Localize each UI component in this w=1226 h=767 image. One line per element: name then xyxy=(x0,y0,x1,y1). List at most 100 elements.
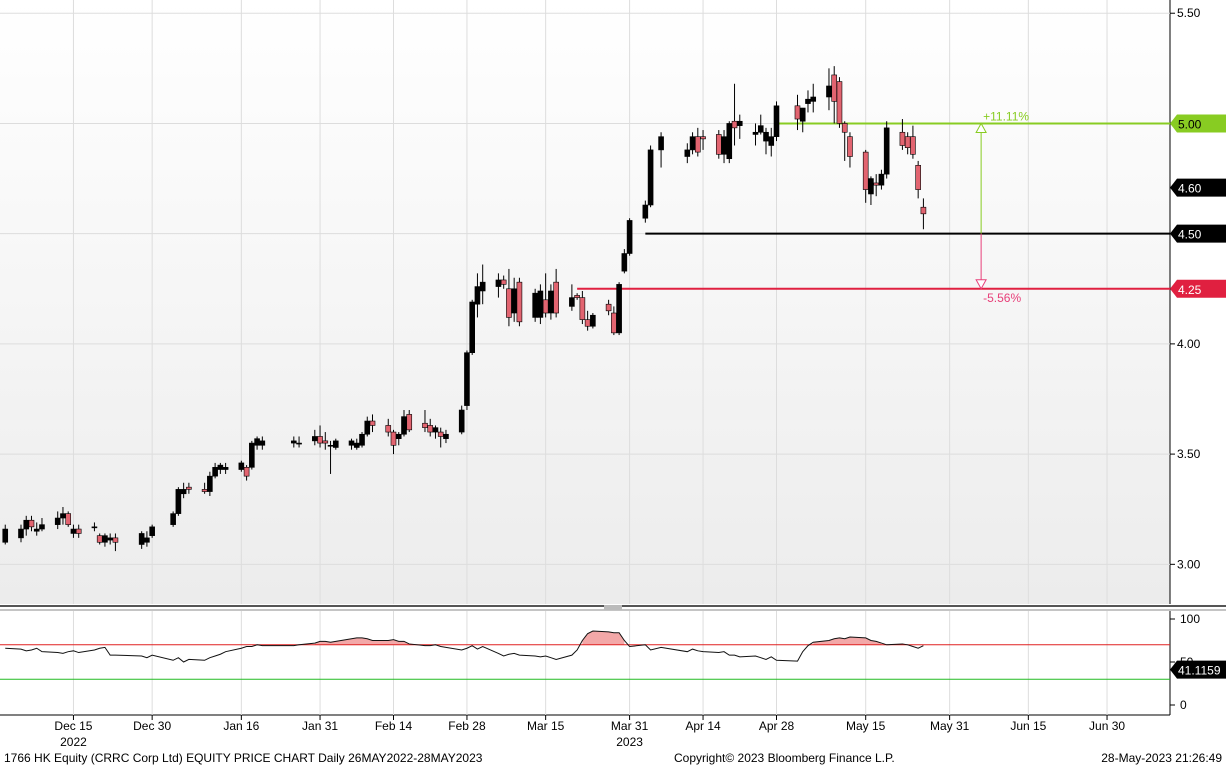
candle-body-down xyxy=(700,136,706,140)
candle-body-up xyxy=(689,136,696,151)
candle-body-up xyxy=(2,528,9,543)
candle-body-down xyxy=(611,312,617,334)
candle-body-up xyxy=(259,440,266,446)
support-level-label: 4.50 xyxy=(1178,228,1202,242)
candle-body-down xyxy=(873,182,879,186)
candle xyxy=(175,487,182,516)
time-tick-label: Apr 28 xyxy=(759,719,795,733)
candle-body-up xyxy=(238,462,245,470)
time-tick-label: Apr 14 xyxy=(685,719,721,733)
candle xyxy=(75,524,82,538)
rsi-panel-background xyxy=(0,611,1170,715)
copyright-notice: Copyright© 2023 Bloomberg Finance L.P. xyxy=(674,751,895,765)
candle xyxy=(28,515,35,532)
candle-body-down xyxy=(317,436,323,444)
candle xyxy=(2,524,9,545)
candle xyxy=(291,436,297,448)
candle xyxy=(458,405,465,435)
candle xyxy=(170,511,176,527)
candle-body-down xyxy=(584,319,591,327)
year-label: 2023 xyxy=(616,735,643,749)
candle xyxy=(626,218,633,256)
candle-body-down xyxy=(322,440,329,444)
candle xyxy=(212,462,218,479)
rsi-last-value-tag xyxy=(1170,660,1226,679)
candle-body-down xyxy=(385,425,392,433)
candle-body-up xyxy=(23,519,30,530)
candle-body-up xyxy=(217,464,224,470)
candle-body-down xyxy=(427,425,434,433)
candle xyxy=(532,288,538,322)
candle-body-down xyxy=(715,134,722,155)
time-tick-label: May 15 xyxy=(846,719,886,733)
chart-footer: 1766 HK Equity (CRRC Corp Ltd) EQUITY PR… xyxy=(0,749,1226,767)
candle-body-down xyxy=(96,535,103,543)
candle xyxy=(605,299,612,316)
time-tick-label: Jun 15 xyxy=(1010,719,1046,733)
candle-body-up xyxy=(768,136,775,146)
support-level-tag xyxy=(1170,224,1226,243)
candle-body-up xyxy=(327,444,334,447)
measure-label: -5.56% xyxy=(983,291,1021,305)
chart-svg: +11.11% -5.56% 5.50 5.00 4.50 4.00 3.50 3.00 10… xyxy=(0,0,1226,749)
candle xyxy=(700,130,706,150)
candle-body-up xyxy=(684,149,691,157)
price-tick-label: 3.00 xyxy=(1177,557,1201,571)
candle-body-up xyxy=(254,438,260,446)
candle xyxy=(642,200,649,223)
candle-body-up xyxy=(70,528,77,534)
rsi-overbought-fill xyxy=(314,631,903,645)
candle-body-up xyxy=(773,105,780,137)
candle xyxy=(395,432,402,446)
candle xyxy=(443,429,449,444)
candle-body-up xyxy=(332,440,339,448)
candle-body-up xyxy=(805,98,811,104)
candle-body-up xyxy=(495,279,502,287)
candle xyxy=(406,410,413,433)
candle xyxy=(33,522,40,536)
rsi-line xyxy=(5,630,924,663)
candle-body-down xyxy=(243,467,250,477)
candle xyxy=(726,121,733,164)
target-level-tag xyxy=(1170,114,1226,133)
candle xyxy=(186,482,192,494)
candle xyxy=(249,440,255,470)
candle-body-up xyxy=(144,537,150,543)
candle-body-up xyxy=(757,125,764,133)
candle xyxy=(18,524,24,543)
target-level-label: 5.00 xyxy=(1178,117,1202,131)
candle-body-up xyxy=(348,440,355,446)
candle xyxy=(296,436,302,448)
measure-arrow-head[interactable] xyxy=(975,279,987,290)
candle-body-up xyxy=(626,220,633,254)
candle-body-up xyxy=(826,85,832,98)
candle xyxy=(757,114,764,135)
measure-arrow-head[interactable] xyxy=(975,122,987,133)
candle-body-down xyxy=(553,281,559,314)
candle xyxy=(868,176,874,206)
candle-body-up xyxy=(621,253,628,272)
candle-body-up xyxy=(60,513,66,519)
candle-body-up xyxy=(170,513,176,525)
candle-body-up xyxy=(180,489,187,495)
candle-body-up xyxy=(868,178,874,195)
candle-body-up xyxy=(537,290,544,318)
candle xyxy=(910,125,916,159)
candle-body-down xyxy=(516,281,523,323)
candle xyxy=(799,107,806,133)
candle xyxy=(359,432,365,448)
candle-body-up xyxy=(443,433,449,439)
candle-body-up xyxy=(311,436,318,442)
candle-body-up xyxy=(799,107,806,122)
panel-resize-handle[interactable] xyxy=(604,605,622,610)
candle-body-up xyxy=(511,288,517,314)
candle-body-down xyxy=(506,288,512,318)
candle xyxy=(847,132,853,168)
candle xyxy=(54,511,61,530)
candle-body-down xyxy=(910,136,916,155)
candle xyxy=(553,268,559,318)
candle-body-up xyxy=(736,120,743,126)
candle-body-up xyxy=(647,149,654,206)
candle-body-up xyxy=(54,517,61,525)
candle xyxy=(238,460,245,472)
